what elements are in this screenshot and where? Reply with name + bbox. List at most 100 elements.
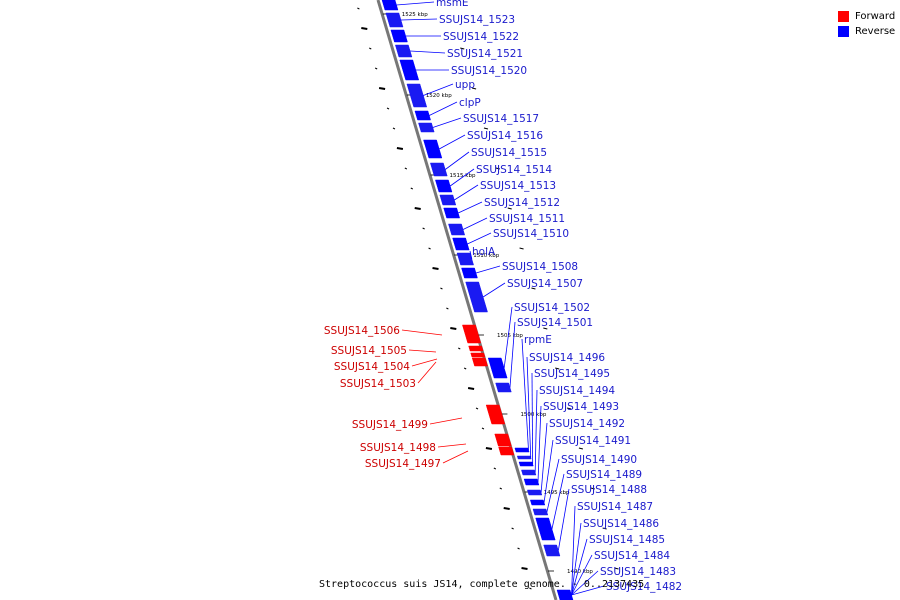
forward-gene-label: SSUJS14_1505 [331,345,407,357]
guide-tick [529,587,532,590]
reverse-gene-block [390,29,408,43]
guide-tick [396,147,404,150]
reverse-swatch [838,26,849,37]
reverse-gene-block [381,0,399,11]
reverse-gene-block [423,139,443,159]
reverse-gene-block [435,179,453,193]
reverse-gene-leader [531,372,534,465]
legend-forward[interactable]: Forward [838,9,895,24]
forward-gene-leader [417,361,437,384]
reverse-gene-label: SSUJS14_1484 [594,550,670,562]
reverse-gene-block [439,194,457,206]
scale-label: 1510 kbp [473,253,499,259]
forward-gene-block [462,324,482,344]
guide-tick [467,387,475,390]
reverse-gene-block [465,281,488,313]
reverse-gene-block [523,478,540,486]
guide-tick [481,427,485,430]
reverse-gene-label: msmE [436,0,469,9]
reverse-gene-label: SSUJS14_1482 [606,581,682,593]
reverse-gene-block [395,44,413,58]
reverse-gene-label: SSUJS14_1507 [507,278,583,290]
forward-gene-leader [408,349,437,353]
guide-tick [463,367,467,370]
genome-caption: Streptococcus suis JS14, complete genome… [319,579,645,590]
reverse-gene-block [414,110,431,121]
reverse-gene-label: clpP [459,97,481,109]
reverse-gene-leader [540,422,548,493]
reverse-gene-block [521,469,537,476]
reverse-gene-label: SSUJS14_1517 [463,113,539,125]
guide-tick [460,47,465,50]
reverse-gene-block [418,122,435,133]
reverse-gene-leader [509,321,516,388]
guide-tick [446,307,449,310]
guide-tick [450,327,457,330]
reverse-gene-leader [571,554,593,596]
forward-gene-block [494,433,512,447]
guide-tick [404,167,408,170]
reverse-gene-leader [396,1,435,6]
guide-tick [578,447,584,450]
reverse-gene-block [518,461,534,467]
reverse-gene-leader [482,282,506,298]
reverse-gene-leader [423,83,454,96]
reverse-gene-label: SSUJS14_1514 [476,164,552,176]
legend-reverse-label: Reverse [855,26,896,37]
reverse-gene-block [430,162,448,177]
reverse-gene-leader [467,232,492,245]
forward-gene-leader [429,417,463,425]
forward-gene-label: SSUJS14_1504 [334,361,410,373]
reverse-gene-label: SSUJS14_1491 [555,435,631,447]
reverse-gene-block [532,508,549,516]
scale-label: 1505 kbp [497,333,523,339]
reverse-gene-label: SSUJS14_1502 [514,302,590,314]
reverse-gene-label: SSUJS14_1485 [589,534,665,546]
reverse-gene-block [461,267,478,279]
reverse-gene-label: SSUJS14_1494 [539,385,615,397]
reverse-gene-label: SSUJS14_1511 [489,213,565,225]
reverse-gene-leader [571,505,576,596]
reverse-gene-block [452,237,470,251]
guide-tick [590,487,595,490]
guide-tick [483,127,489,130]
reverse-gene-leader [458,201,483,214]
guide-tick [499,487,502,490]
forward-swatch [838,11,849,22]
reverse-gene-block [495,382,512,393]
guide-tick [602,527,607,530]
reverse-gene-leader [462,217,488,230]
guide-tick [374,67,378,70]
scale-label: 1520 kbp [426,93,452,99]
forward-gene-block [485,404,506,425]
reverse-gene-block [399,59,420,81]
reverse-gene-label: SSUJS14_1521 [447,48,523,60]
guide-tick [511,527,514,530]
guide-tick [495,167,500,170]
scale-label: 1490 kbp [567,569,593,575]
legend: Forward Reverse [838,9,895,39]
guide-tick [392,127,396,130]
reverse-gene-leader [526,356,532,458]
reverse-gene-leader [503,306,513,369]
reverse-gene-label: SSUJS14_1522 [443,31,519,43]
reverse-gene-leader [571,522,582,596]
reverse-gene-leader [537,405,542,483]
scale-label: 1525 kbp [402,12,428,18]
reverse-gene-block [516,455,532,460]
legend-reverse[interactable]: Reverse [838,24,895,39]
reverse-gene-block [456,252,474,266]
reverse-gene-label: SSUJS14_1516 [467,130,543,142]
reverse-gene-label: SSUJS14_1486 [583,518,659,530]
reverse-gene-label: holA [472,246,496,258]
forward-gene-label: SSUJS14_1497 [365,458,441,470]
forward-gene-label: SSUJS14_1498 [360,442,436,454]
guide-tick [361,27,368,30]
guide-tick [369,47,372,50]
reverse-gene-label: SSUJS14_1512 [484,197,560,209]
forward-gene-block [468,345,484,352]
reverse-gene-leader [454,184,479,201]
forward-gene-block [470,352,486,358]
guide-tick [432,267,439,270]
